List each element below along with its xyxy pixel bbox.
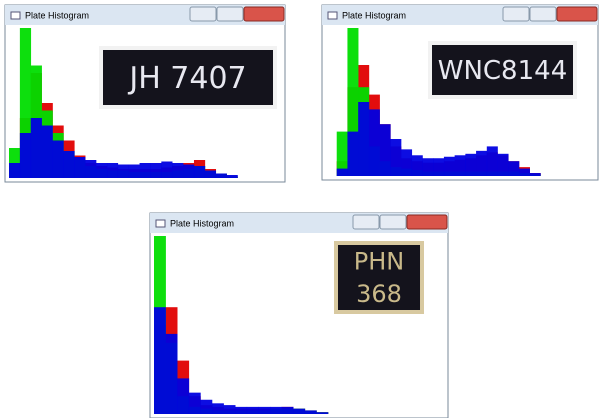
histogram-bar — [172, 163, 183, 178]
window-title: Plate Histogram — [342, 10, 406, 20]
histogram-bar — [337, 169, 348, 176]
histogram-bar — [9, 163, 20, 178]
minimize-button[interactable] — [503, 7, 529, 21]
histogram-bar — [224, 405, 236, 414]
histogram-bar — [189, 393, 201, 414]
histogram-bar — [401, 149, 412, 176]
histogram-bar — [177, 378, 189, 414]
histogram-bar — [293, 409, 305, 414]
histogram-bar — [118, 165, 129, 179]
histogram-bar — [205, 171, 216, 179]
histogram-bar — [161, 162, 172, 179]
histogram-bar — [42, 126, 53, 179]
histogram-bar — [85, 160, 96, 178]
window: Plate Histogram PHN 368 — [150, 213, 448, 418]
maximize-button[interactable] — [217, 7, 243, 21]
window: Plate Histogram WNC8144 — [322, 5, 598, 180]
minimize-button[interactable] — [190, 7, 216, 21]
maximize-button[interactable] — [380, 215, 406, 229]
histogram-bar — [476, 151, 487, 176]
histogram-bar — [530, 173, 541, 176]
histogram-bar — [200, 400, 212, 414]
maximize-button[interactable] — [530, 7, 556, 21]
histogram-bar — [212, 403, 224, 414]
histogram-bar — [305, 410, 317, 414]
histogram-bar — [358, 102, 369, 176]
histogram-bar — [74, 157, 85, 178]
histogram-bar — [20, 133, 31, 178]
histogram-bar — [369, 109, 380, 176]
histogram-bar — [498, 154, 509, 176]
histogram-bar — [444, 157, 455, 176]
histogram-bar — [140, 163, 151, 178]
close-button[interactable] — [557, 7, 597, 21]
histogram-bar — [519, 169, 530, 176]
histogram-bar — [216, 174, 227, 179]
histogram-bar — [422, 158, 433, 176]
window-icon — [156, 220, 165, 227]
histogram-bar — [347, 132, 358, 176]
histogram-bar — [235, 407, 247, 414]
histogram-bar — [412, 155, 423, 176]
histogram-bar — [487, 146, 498, 176]
histogram-bar — [316, 412, 328, 414]
close-button[interactable] — [244, 7, 284, 21]
minimize-button[interactable] — [353, 215, 379, 229]
histogram-bar — [247, 407, 259, 414]
histogram-bar — [380, 124, 391, 176]
histogram-bar — [107, 163, 118, 178]
histogram-bar — [194, 166, 205, 178]
window: Plate Histogram JH 7407 — [5, 5, 285, 182]
plate-text: JH 7407 — [127, 61, 246, 96]
window-title: Plate Histogram — [25, 10, 89, 20]
histogram-bar — [129, 165, 140, 179]
histogram-bar — [63, 151, 74, 178]
histogram-bar — [390, 139, 401, 176]
histogram-bar — [282, 407, 294, 414]
histogram-bar — [270, 407, 282, 414]
histogram-bar — [433, 158, 444, 176]
histogram-bar — [31, 118, 42, 178]
histogram-bar — [227, 175, 238, 178]
window-icon — [11, 12, 20, 19]
histogram-bar — [166, 334, 178, 414]
close-button[interactable] — [407, 215, 447, 229]
window-title: Plate Histogram — [170, 218, 234, 228]
histogram-bar — [183, 165, 194, 179]
histogram-bar — [150, 163, 161, 178]
histogram-bar — [465, 154, 476, 176]
histogram-bar — [53, 141, 64, 179]
screenshot: Plate Histogram JH 7407 Plate Histogram WNC… — [0, 0, 603, 418]
histogram-bar — [455, 155, 466, 176]
histogram-bar — [508, 161, 519, 176]
window-icon — [328, 12, 337, 19]
plate-text: WNC8144 — [438, 56, 567, 86]
plate-text: 368 — [356, 280, 402, 308]
plate-text: PHN — [354, 248, 404, 276]
histogram-bar — [96, 163, 107, 178]
histogram-bar — [154, 307, 166, 414]
histogram-bar — [258, 407, 270, 414]
